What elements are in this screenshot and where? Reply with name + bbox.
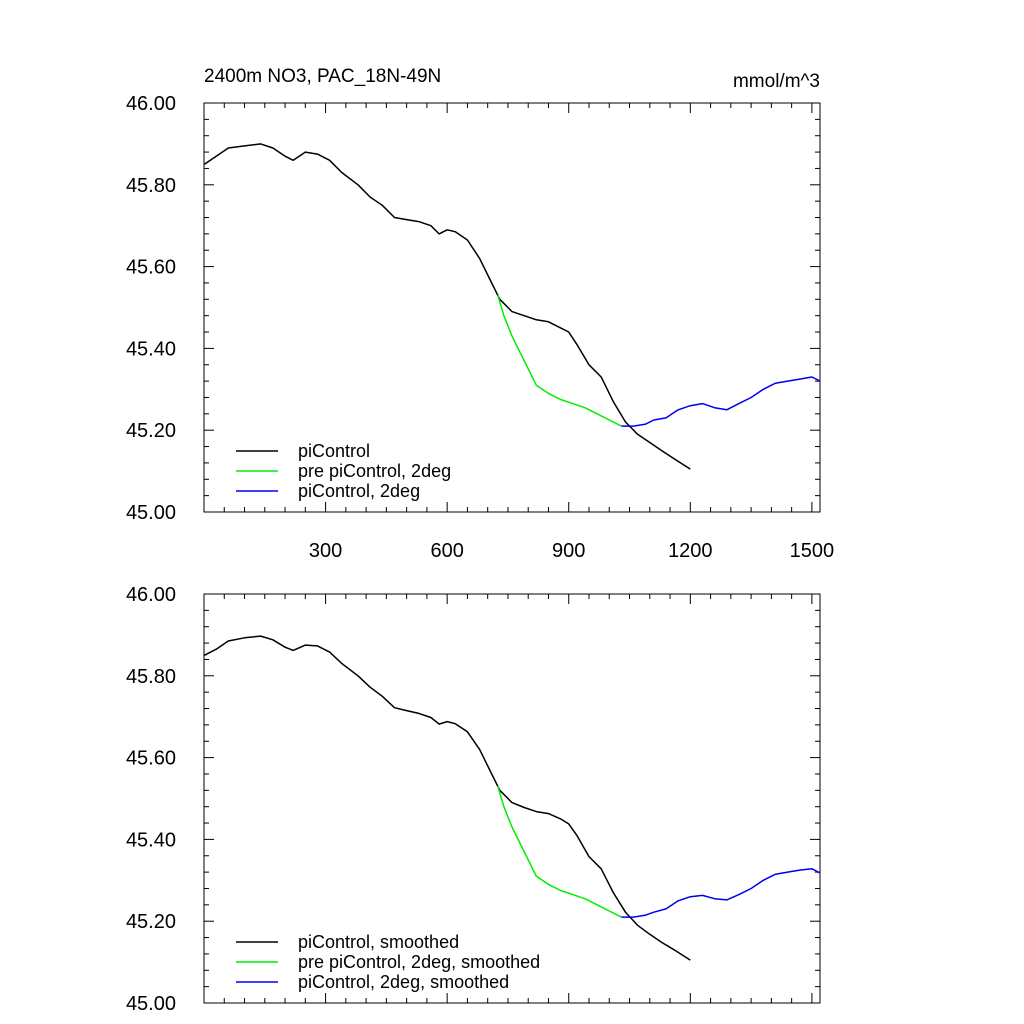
- x-tick-label: 300: [309, 540, 342, 562]
- series-line-piControl_2deg: [621, 376, 821, 427]
- legend-label: pre piControl, 2deg: [298, 461, 451, 481]
- legend-label: piControl: [298, 441, 370, 461]
- x-tick-label: 900: [552, 540, 585, 562]
- legend-label: pre piControl, 2deg, smoothed: [298, 952, 540, 972]
- y-tick-label: 45.60: [126, 748, 176, 770]
- x-tick-label: 600: [430, 540, 463, 562]
- y-tick-label: 46.00: [126, 93, 176, 115]
- x-tick-label: 1500: [790, 540, 835, 562]
- series-line-pre_piControl_2deg: [497, 294, 622, 427]
- plot-frame: [203, 593, 821, 1004]
- y-tick-label: 45.80: [126, 666, 176, 688]
- y-tick-label: 45.40: [126, 338, 176, 360]
- y-tick-label: 45.20: [126, 420, 176, 442]
- y-tick-label: 45.80: [126, 175, 176, 197]
- series-line-piControl_2deg: [621, 868, 821, 918]
- series-line-piControl: [204, 635, 691, 961]
- x-tick-label: 1200: [668, 540, 713, 562]
- plot-frame: [203, 102, 821, 513]
- legend-label: piControl, smoothed: [298, 932, 459, 952]
- y-tick-label: 45.40: [126, 829, 176, 851]
- chart-title: 2400m NO3, PAC_18N-49N: [204, 66, 441, 87]
- y-tick-label: 45.00: [126, 502, 176, 524]
- bottom-panel: 45.00 45.20 45.40 45.60 45.80 46.00 piControl,…: [126, 584, 821, 1015]
- y-tick-label: 45.60: [126, 257, 176, 279]
- top-panel: 45.00 45.20 45.40 45.60 45.80 46.00 300 600 900 1…: [126, 93, 834, 562]
- series-line-pre_piControl_2deg: [497, 785, 622, 918]
- legend-label: piControl, 2deg: [298, 481, 420, 501]
- units-label: mmol/m^3: [733, 71, 820, 92]
- y-tick-label: 46.00: [126, 584, 176, 606]
- y-tick-label: 45.00: [126, 993, 176, 1015]
- series-line-piControl: [203, 143, 691, 470]
- legend-label: piControl, 2deg, smoothed: [298, 972, 509, 992]
- y-tick-label: 45.20: [126, 911, 176, 933]
